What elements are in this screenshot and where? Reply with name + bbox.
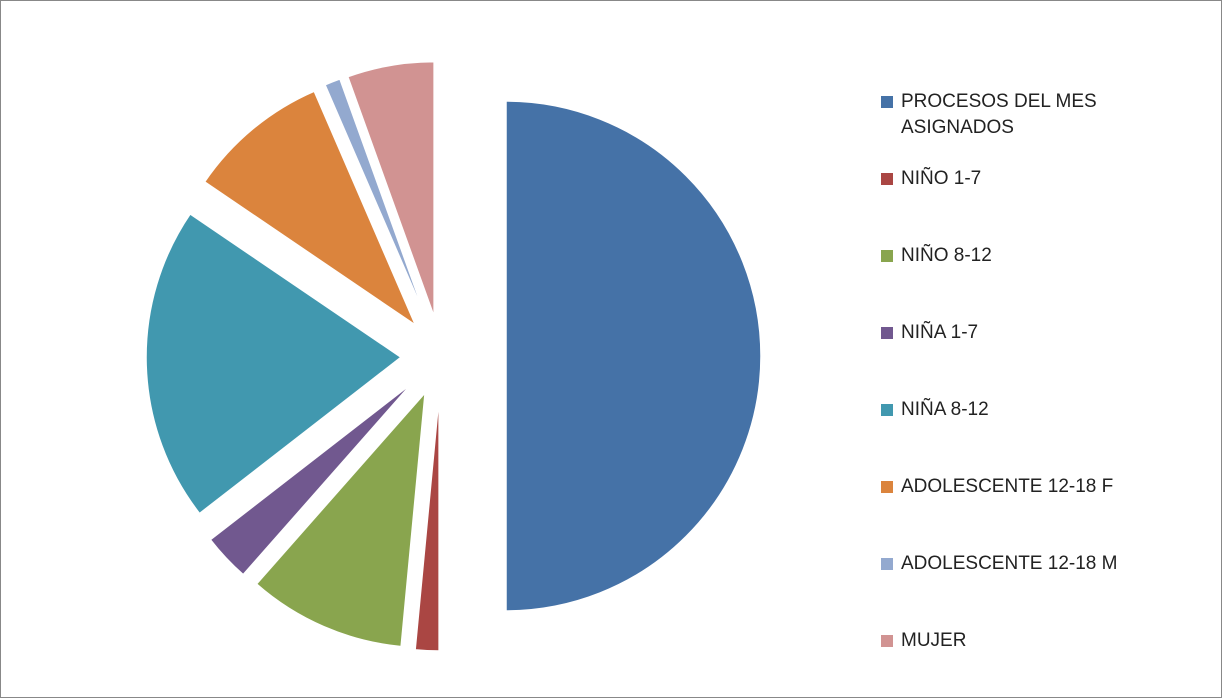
- legend: PROCESOS DEL MES ASIGNADOS NIÑO 1-7 NIÑO 8…: [881, 89, 1181, 697]
- legend-label: ADOLESCENTE 12-18 M: [901, 553, 1118, 574]
- legend-swatch: [881, 481, 893, 493]
- legend-label: MUJER: [901, 630, 967, 651]
- legend-swatch: [881, 558, 893, 570]
- pie-slice: [145, 212, 403, 515]
- pie-slice: [203, 90, 418, 328]
- legend-swatch: [881, 250, 893, 262]
- pie-area: [145, 60, 762, 652]
- legend-item: NIÑO 1-7: [881, 166, 1181, 243]
- legend-label: ADOLESCENTE 12-18 F: [901, 476, 1114, 497]
- pie-slice: [255, 390, 427, 648]
- pie-slice: [324, 77, 427, 320]
- legend-label: NIÑA 1-7: [901, 322, 979, 343]
- legend-swatch: [881, 173, 893, 185]
- legend-label: PROCESOS DEL MES ASIGNADOS: [901, 91, 1097, 138]
- pie-slice: [209, 382, 413, 576]
- pie-slice: [414, 395, 440, 652]
- legend-item: ADOLESCENTE 12-18 M: [881, 551, 1181, 628]
- legend-item: PROCESOS DEL MES ASIGNADOS: [881, 89, 1181, 166]
- legend-item: NIÑA 1-7: [881, 320, 1181, 397]
- legend-item: ADOLESCENTE 12-18 F: [881, 474, 1181, 551]
- legend-item: MUJER: [881, 628, 1181, 697]
- legend-label: NIÑA 8-12: [901, 399, 989, 420]
- legend-swatch: [881, 327, 893, 339]
- legend-swatch: [881, 635, 893, 647]
- legend-item: NIÑO 8-12: [881, 243, 1181, 320]
- pie-slice: [346, 60, 435, 317]
- pie-slice: [505, 100, 762, 612]
- legend-label: NIÑO 8-12: [901, 245, 992, 266]
- legend-label: NIÑO 1-7: [901, 168, 982, 189]
- legend-item: NIÑA 8-12: [881, 397, 1181, 474]
- legend-swatch: [881, 404, 893, 416]
- legend-swatch: [881, 96, 893, 108]
